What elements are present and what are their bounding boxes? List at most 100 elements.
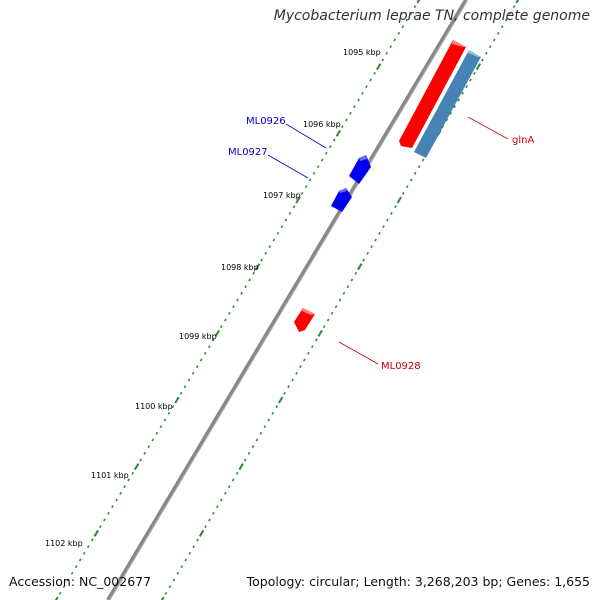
minor-tick xyxy=(409,178,413,182)
gene-glnA-blue[interactable] xyxy=(414,50,481,158)
gene-arrow-shade xyxy=(452,40,466,47)
minor-tick xyxy=(151,438,155,442)
minor-tick xyxy=(284,218,288,222)
minor-tick xyxy=(413,5,417,9)
minor-tick xyxy=(276,231,280,235)
major-tick xyxy=(295,196,301,204)
minor-tick xyxy=(220,498,223,502)
major-tick xyxy=(174,396,180,404)
minor-tick xyxy=(62,585,66,589)
minor-tick xyxy=(163,418,167,422)
minor-tick xyxy=(199,358,203,362)
gene-ML0926[interactable] xyxy=(349,155,371,184)
gene-label-glnA[interactable]: glnA xyxy=(512,135,534,146)
minor-tick xyxy=(232,305,235,309)
minor-tick xyxy=(103,518,106,522)
minor-tick xyxy=(167,411,171,415)
gene-arrow-shade xyxy=(468,50,481,57)
minor-tick xyxy=(346,285,350,289)
minor-tick xyxy=(247,451,251,455)
minor-tick xyxy=(362,258,366,262)
minor-tick xyxy=(386,218,389,222)
minor-tick xyxy=(303,358,306,362)
minor-tick xyxy=(369,78,372,82)
minor-tick xyxy=(212,511,215,515)
gene-glnA-red[interactable] xyxy=(399,40,466,148)
minor-tick xyxy=(180,565,184,569)
minor-tick xyxy=(288,211,292,215)
minor-tick xyxy=(272,238,276,242)
minor-tick xyxy=(292,205,296,209)
minor-tick xyxy=(326,318,330,322)
kbp-label: 1097 kbp xyxy=(263,191,301,200)
minor-tick xyxy=(74,565,78,569)
minor-tick xyxy=(473,71,476,75)
minor-tick xyxy=(240,291,243,295)
minor-tick xyxy=(385,51,389,55)
minor-tick xyxy=(341,125,344,129)
minor-tick xyxy=(251,445,255,449)
gene-ML0927[interactable] xyxy=(331,188,352,212)
minor-tick xyxy=(508,11,512,15)
gene-ML0928[interactable] xyxy=(294,308,315,332)
minor-tick xyxy=(147,445,151,449)
major-tick xyxy=(278,396,284,404)
minor-tick xyxy=(394,205,397,209)
minor-tick xyxy=(401,25,405,29)
minor-tick xyxy=(397,31,401,35)
minor-tick xyxy=(208,518,211,522)
kbp-label: 1095 kbp xyxy=(343,48,381,57)
leader-line-ML0927 xyxy=(267,154,309,179)
minor-tick xyxy=(123,485,126,489)
major-tick xyxy=(317,329,323,337)
minor-tick xyxy=(259,431,263,435)
major-tick xyxy=(238,463,244,471)
minor-tick xyxy=(196,538,199,542)
minor-tick xyxy=(267,418,271,422)
minor-tick xyxy=(280,225,284,229)
minor-tick xyxy=(485,51,488,55)
minor-tick xyxy=(504,18,508,22)
gene-label-ML0926[interactable]: ML0926 xyxy=(246,116,286,127)
minor-tick xyxy=(382,225,385,229)
minor-tick xyxy=(107,511,110,515)
minor-tick xyxy=(496,31,500,35)
minor-tick xyxy=(332,138,336,142)
leader-line-glnA xyxy=(467,116,509,140)
gene-arrow[interactable] xyxy=(331,188,352,212)
gene-arrow[interactable] xyxy=(399,40,466,148)
minor-tick xyxy=(271,411,275,415)
kbp-label: 1102 kbp xyxy=(45,539,83,548)
minor-tick xyxy=(236,298,239,302)
major-tick xyxy=(357,263,363,271)
minor-tick xyxy=(260,258,264,262)
minor-tick xyxy=(461,91,464,95)
minor-tick xyxy=(349,111,352,115)
minor-tick xyxy=(390,211,393,215)
minor-tick xyxy=(187,378,191,382)
minor-tick xyxy=(300,191,304,195)
minor-tick xyxy=(304,185,308,189)
minor-tick xyxy=(228,311,231,315)
minor-tick xyxy=(204,525,207,529)
gene-arrow[interactable] xyxy=(349,155,371,184)
minor-tick xyxy=(311,345,314,349)
gene-label-ML0928[interactable]: ML0928 xyxy=(381,361,421,372)
minor-tick xyxy=(235,471,239,475)
minor-tick xyxy=(328,145,332,149)
minor-tick xyxy=(159,425,163,429)
minor-tick xyxy=(353,105,356,109)
gene-arrow[interactable] xyxy=(414,50,481,158)
gene-arrow-shade xyxy=(339,188,347,193)
minor-tick xyxy=(314,338,318,342)
gene-label-ML0927[interactable]: ML0927 xyxy=(228,147,268,158)
minor-tick xyxy=(370,245,373,249)
minor-tick xyxy=(164,591,168,595)
minor-tick xyxy=(155,431,159,435)
kbp-label: 1098 kbp xyxy=(221,263,259,272)
genome-stats-text: Topology: circular; Length: 3,268,203 bp… xyxy=(246,574,590,589)
minor-tick xyxy=(500,25,504,29)
minor-tick xyxy=(421,158,425,162)
minor-tick xyxy=(389,45,393,49)
